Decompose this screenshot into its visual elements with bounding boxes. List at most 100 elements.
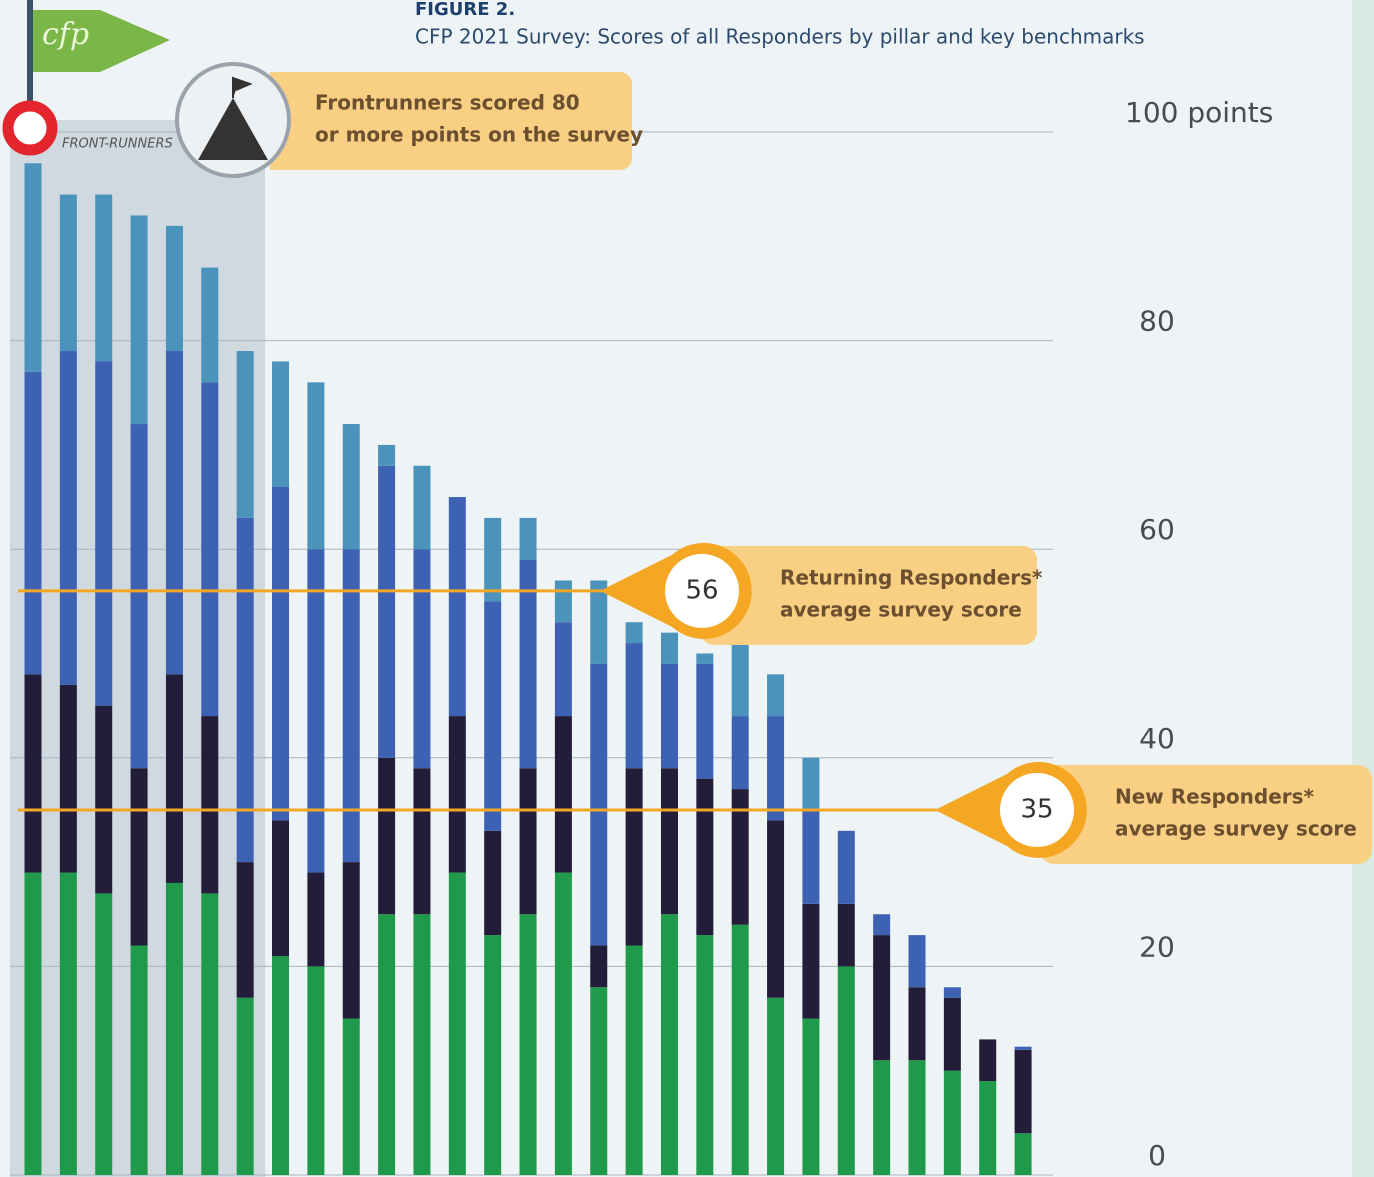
- y-tick-label: 0: [1148, 1139, 1166, 1172]
- bar-segment: [95, 195, 112, 362]
- bar-segment: [307, 382, 324, 549]
- bar-segment: [25, 163, 42, 372]
- bar-segment: [343, 1019, 360, 1175]
- bar-segment: [343, 862, 360, 1018]
- bar-segment: [484, 831, 501, 935]
- bar-segment: [343, 549, 360, 862]
- bar-segment: [661, 633, 678, 664]
- bar-segment: [378, 466, 395, 758]
- bar-segment: [1015, 1050, 1032, 1133]
- bar-segment: [555, 716, 572, 872]
- bar-segment: [520, 768, 537, 914]
- chart: 56 Returning Responders* average survey sc…: [0, 0, 1374, 1177]
- bar-segment: [555, 622, 572, 716]
- bar-segment: [413, 768, 430, 914]
- bar-segment: [838, 904, 855, 967]
- callout-text: or more points on the survey: [315, 123, 643, 147]
- bar-segment: [307, 966, 324, 1175]
- bar-segment: [873, 914, 890, 935]
- bar-segment: [166, 674, 183, 883]
- bar-segment: [131, 946, 148, 1175]
- y-tick-label: 100 points: [1125, 96, 1273, 129]
- reference-label: New Responders*: [1115, 785, 1315, 809]
- bar-segment: [555, 873, 572, 1175]
- flag-ring: [8, 106, 52, 150]
- bar-segment: [272, 361, 289, 486]
- page: {"chart_data": {"type": "stacked_bar", "…: [0, 0, 1374, 1177]
- bar-segment: [25, 674, 42, 872]
- bar-segment: [272, 820, 289, 956]
- bar-segment: [449, 497, 466, 716]
- bar-segment: [944, 987, 961, 997]
- bar-segment: [661, 664, 678, 768]
- bar-segment: [343, 424, 360, 549]
- bar-segment: [25, 372, 42, 674]
- bar-segment: [413, 549, 430, 768]
- bar-segment: [131, 424, 148, 768]
- bar-segment: [131, 215, 148, 424]
- bar-segment: [661, 914, 678, 1175]
- reference-label: Returning Responders*: [780, 566, 1043, 590]
- bar-segment: [590, 946, 607, 988]
- bar-segment: [661, 768, 678, 914]
- subtitle: CFP 2021 Survey: Scores of all Responder…: [415, 25, 1145, 49]
- bar-segment: [60, 685, 77, 873]
- bar-segment: [979, 1039, 996, 1081]
- bar-segment: [944, 1071, 961, 1175]
- bar-segment: [802, 1019, 819, 1175]
- bar-segment: [590, 664, 607, 946]
- reference-label: average survey score: [780, 598, 1022, 622]
- bar-segment: [520, 518, 537, 560]
- bar-segment: [626, 946, 643, 1175]
- bar-segment: [520, 914, 537, 1175]
- bar-segment: [626, 622, 643, 643]
- bar-segment: [484, 601, 501, 830]
- y-tick-label: 60: [1139, 513, 1175, 546]
- bar-segment: [272, 487, 289, 821]
- callout-box: [270, 72, 632, 170]
- reference-box: [1040, 765, 1372, 864]
- bar-segment: [838, 966, 855, 1175]
- edge-stripe: [1352, 0, 1374, 1177]
- bar-segment: [732, 925, 749, 1175]
- bar-segment: [166, 883, 183, 1175]
- bar-segment: [873, 1060, 890, 1175]
- bar-segment: [838, 831, 855, 904]
- bar-segment: [201, 382, 218, 716]
- bar-segment: [60, 195, 77, 351]
- bar-segment: [767, 820, 784, 997]
- bar-segment: [732, 716, 749, 789]
- y-tick-label: 80: [1139, 305, 1175, 338]
- bar-segment: [909, 1060, 926, 1175]
- bar-segment: [696, 654, 713, 664]
- bar-segment: [307, 873, 324, 967]
- callout-text: Frontrunners scored 80: [315, 91, 580, 115]
- bar-segment: [237, 862, 254, 998]
- bar-segment: [802, 810, 819, 904]
- bar-segment: [201, 268, 218, 383]
- bar-segment: [555, 580, 572, 622]
- bar-segment: [95, 361, 112, 705]
- bar-segment: [802, 758, 819, 810]
- bar-segment: [166, 351, 183, 674]
- bar-segment: [802, 904, 819, 1019]
- bar-segment: [201, 716, 218, 893]
- bar-segment: [95, 893, 112, 1175]
- bar-segment: [484, 518, 501, 601]
- figure-label: FIGURE 2.: [415, 0, 515, 20]
- bar-segment: [696, 779, 713, 935]
- bar-segment: [307, 549, 324, 872]
- region-label: FRONT-RUNNERS: [62, 137, 173, 152]
- reference-value: 56: [685, 575, 718, 605]
- bar-segment: [272, 956, 289, 1175]
- reference-value: 35: [1020, 794, 1053, 824]
- bar-segment: [626, 643, 643, 768]
- bar-segment: [696, 664, 713, 779]
- bar-segment: [378, 758, 395, 914]
- bar-segment: [979, 1081, 996, 1175]
- reference-label: average survey score: [1115, 817, 1357, 841]
- bar-segment: [378, 914, 395, 1175]
- bar-segment: [732, 643, 749, 716]
- bar-segment: [767, 716, 784, 820]
- bar-segment: [413, 466, 430, 549]
